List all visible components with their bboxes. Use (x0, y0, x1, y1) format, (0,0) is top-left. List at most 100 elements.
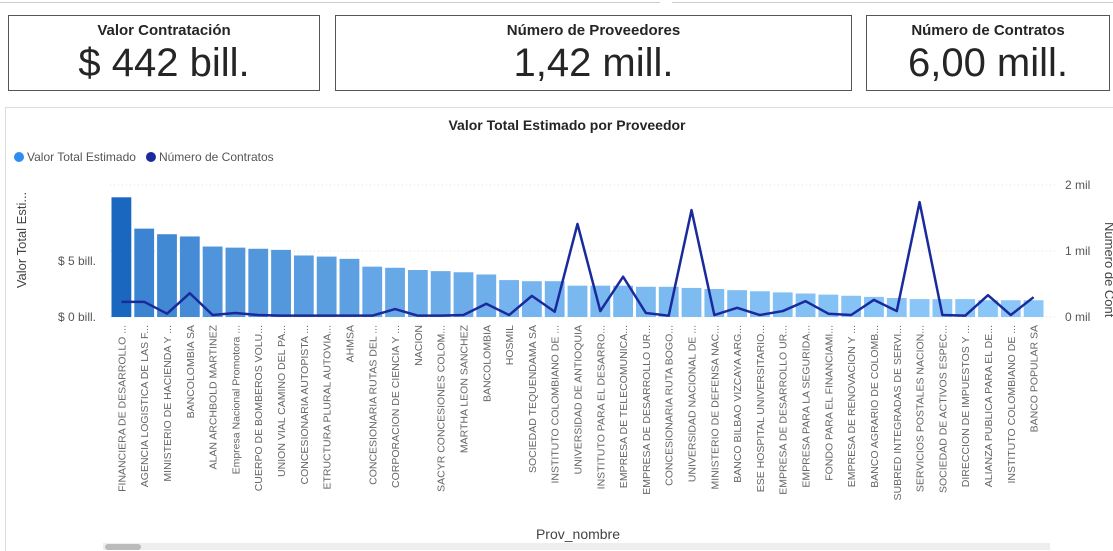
line (121, 200, 1035, 317)
bar (795, 293, 816, 317)
x-tick-label: BANCOLOMBIA SA (185, 325, 197, 418)
x-tick-label: SERVICIOS POSTALES NACION... (915, 325, 927, 492)
bar (385, 267, 405, 317)
x-tick-label: BANCO AGRARIO DE COLOMB... (869, 325, 881, 488)
x-tick-label: HOSMIL (504, 325, 516, 365)
bar (499, 280, 519, 317)
y2-tick-label: 2 mil (1065, 178, 1090, 192)
x-tick-label: UNIVERSIDAD DE ANTIOQUIA (573, 325, 585, 474)
bar (636, 286, 656, 317)
bar (978, 300, 998, 317)
bar (407, 270, 428, 317)
bar (453, 272, 474, 317)
x-tick-label: CORPORACION DE CIENCIA Y ... (390, 325, 402, 488)
y-tick-label: $ 5 bill. (58, 254, 96, 268)
kpi-label: Número de Proveedores (506, 22, 681, 39)
x-tick-label: ALIANZA PUBLICA PARA EL DE... (983, 325, 995, 487)
bar (1023, 300, 1044, 317)
x-tick-label: BANCOLOMBIA (481, 325, 493, 402)
x-tick-label: CONCESIONARIA RUTAS DEL ... (367, 325, 379, 485)
bar (681, 287, 702, 317)
kpi-value: 6,00 mill. (907, 41, 1069, 85)
x-tick-label: Empresa Nacional Promotora ... (230, 325, 242, 474)
y2-tick-label: 1 mil (1065, 244, 1090, 258)
legend-label: Valor Total Estimado (27, 150, 136, 164)
bar (271, 249, 291, 317)
bar (134, 228, 155, 317)
legend-marker (14, 152, 24, 162)
x-tick-label: ALAN ARCHBOLD MARTINEZ (208, 324, 220, 469)
kpi-value: $ 442 bill. (78, 41, 250, 85)
bar (521, 281, 542, 317)
x-tick-label: UNION VIAL CAMINO DEL PA... (276, 325, 288, 477)
x-axis-title: Prov_nombre (536, 526, 620, 542)
x-tick-label: MINISTERIO DE HACIENDA Y ... (162, 325, 174, 482)
x-tick-label: AHMSA (344, 325, 356, 362)
bar (476, 274, 497, 317)
bar (727, 290, 748, 317)
x-tick-label: BANCO BILBAO VIZCAYA ARG... (732, 325, 744, 483)
x-tick-label: UNIVERSIDAD NACIONAL DE ... (687, 325, 699, 482)
x-tick-label: SUBRED INTEGRADAS DE SERVI... (892, 325, 904, 500)
chart-title: Valor Total Estimado por Proveedor (448, 117, 686, 133)
bar (111, 197, 132, 317)
x-tick-label: EMPRESA PARA LA SEGURIDA... (801, 325, 813, 488)
bar (909, 299, 930, 317)
legend-marker (145, 152, 156, 162)
x-tick-label: SACYR CONCESIONES COLOM... (436, 325, 448, 492)
x-tick-label: FINANCIERA DE DESARROLLO ... (116, 325, 128, 492)
bar (362, 266, 383, 317)
bar (179, 236, 200, 317)
kpi-card[interactable]: Número de Proveedores 1,42 mill. (335, 15, 852, 91)
bar (932, 299, 953, 317)
x-tick-label: MARTHA LEON SANCHEZ (458, 324, 470, 453)
bar (157, 234, 177, 317)
x-tick-label: MINISTERIO DE DEFENSA NAC... (709, 325, 721, 490)
x-tick-label: AGENCIA LOGISTICA DE LAS F... (139, 325, 151, 487)
bar (225, 247, 246, 317)
scroll-thumb[interactable] (105, 544, 141, 550)
x-tick-label: INSTITUTO PARA EL DESARRO... (595, 325, 607, 489)
x-tick-label: EMPRESA DE RENOVACION Y ... (846, 325, 858, 487)
y-tick-label: $ 0 bill. (58, 310, 96, 324)
x-tick-label: CUERPO DE BOMBEROS VOLU... (253, 325, 265, 491)
bar (248, 248, 269, 317)
y2-axis-title: Número de Cont (1102, 222, 1113, 318)
x-tick-label: ETRUCTURA PLURAL AUTOVIA... (322, 325, 334, 490)
x-tick-label: EMPRESA DE TELECOMUNICA... (618, 325, 630, 488)
chart-panel (5, 107, 1113, 551)
x-tick-label: INSTITUTO COLOMBIANO DE ... (1006, 325, 1018, 484)
top-line (672, 2, 1113, 3)
kpi-value: 1,42 mill. (513, 41, 674, 85)
bar (202, 246, 223, 317)
x-tick-label: BANCO POPULAR SA (1029, 325, 1041, 432)
bar (339, 258, 360, 317)
y2-tick-label: 0 mil (1065, 310, 1090, 324)
bar (1000, 300, 1021, 317)
bar (430, 271, 451, 317)
kpi-card[interactable]: Número de Contratos 6,00 mill. (866, 15, 1110, 91)
x-tick-label: DIRECCION DE IMPUESTOS Y ... (960, 325, 972, 487)
bar (316, 256, 337, 317)
kpi-card[interactable]: Valor Contratación $ 442 bill. (8, 15, 320, 91)
x-tick-label: NACION (413, 325, 425, 366)
x-tick-label: EMPRESA DE DESARROLLO UR... (641, 325, 653, 495)
bar (613, 285, 634, 317)
x-tick-label: SOCIEDAD DE ACTIVOS ESPEC... (937, 325, 949, 493)
x-tick-label: INSTITUTO COLOMBIANO DE ... (550, 325, 562, 484)
y-axis-title: Valor Total Esti... (14, 192, 29, 288)
x-tick-label: CONCESIONARIA AUTOPISTA ... (299, 325, 311, 484)
kpi-label: Número de Contratos (911, 22, 1065, 39)
x-tick-label: EMPRESA DE DESARROLLO UR... (778, 325, 790, 495)
bar (293, 255, 314, 317)
x-tick-label: ESE HOSPITAL UNIVERSITARIO... (755, 325, 767, 492)
scrollbar[interactable] (103, 543, 1050, 550)
kpi-label: Valor Contratación (97, 22, 231, 39)
x-tick-label: SOCIEDAD TEQUENDAMA SA (527, 325, 539, 473)
top-line (0, 2, 660, 3)
bar (567, 285, 588, 317)
legend-label: Número de Contratos (159, 150, 274, 164)
x-tick-label: CONCESIONARIA RUTA BOGO... (664, 325, 676, 486)
